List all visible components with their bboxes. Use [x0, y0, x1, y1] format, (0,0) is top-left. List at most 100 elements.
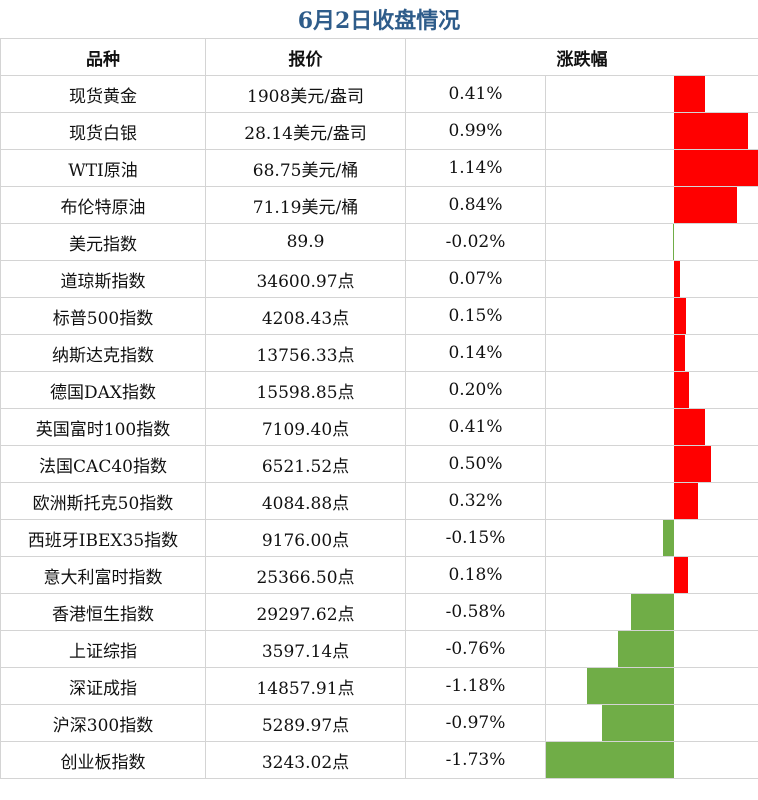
change-bar: [663, 520, 675, 556]
table-row: 香港恒生指数 29297.62点 -0.58%: [0, 593, 758, 631]
change-bar: [674, 372, 690, 408]
header-price: 报价: [205, 38, 406, 76]
row-price: 7109.40点: [205, 408, 406, 446]
page-title: 6月2日收盘情况: [297, 8, 461, 34]
table-row: 现货白银 28.14美元/盎司 0.99%: [0, 112, 758, 150]
row-change: 0.41%: [405, 75, 546, 113]
row-price: 28.14美元/盎司: [205, 112, 406, 150]
row-name: 深证成指: [0, 667, 206, 705]
table-row: 沪深300指数 5289.97点 -0.97%: [0, 704, 758, 742]
row-change: -1.18%: [405, 667, 546, 705]
row-price: 13756.33点: [205, 334, 406, 372]
header-row: 品种 报价 涨跌幅: [0, 38, 758, 76]
row-name: 意大利富时指数: [0, 556, 206, 594]
change-bar: [674, 113, 748, 149]
header-name: 品种: [0, 38, 206, 76]
row-name: 法国CAC40指数: [0, 445, 206, 483]
row-price: 1908美元/盎司: [205, 75, 406, 113]
row-price: 34600.97点: [205, 260, 406, 298]
change-bar-cell: [545, 408, 758, 446]
row-name: 道琼斯指数: [0, 260, 206, 298]
row-name: 上证综指: [0, 630, 206, 668]
row-price: 3597.14点: [205, 630, 406, 668]
row-price: 9176.00点: [205, 519, 406, 557]
quote-table: 品种 报价 涨跌幅 现货黄金 1908美元/盎司 0.41% 现货白银 28.14美元/…: [0, 38, 758, 779]
row-change: 0.15%: [405, 297, 546, 335]
row-price: 5289.97点: [205, 704, 406, 742]
row-change: -1.73%: [405, 741, 546, 779]
change-bar-cell: [545, 741, 758, 779]
change-bar-cell: [545, 593, 758, 631]
change-bar: [674, 483, 699, 519]
change-bar-cell: [545, 297, 758, 335]
row-price: 29297.62点: [205, 593, 406, 631]
row-change: 0.07%: [405, 260, 546, 298]
row-name: 创业板指数: [0, 741, 206, 779]
change-bar: [674, 335, 685, 371]
row-price: 68.75美元/桶: [205, 149, 406, 187]
change-bar: [617, 631, 675, 667]
table-row: 美元指数 89.9 -0.02%: [0, 223, 758, 261]
row-change: -0.15%: [405, 519, 546, 557]
change-bar-cell: [545, 445, 758, 483]
row-name: 欧洲斯托克50指数: [0, 482, 206, 520]
change-bar-cell: [545, 519, 758, 557]
row-change: 0.41%: [405, 408, 546, 446]
row-change: 0.99%: [405, 112, 546, 150]
change-bar: [674, 187, 737, 223]
row-price: 4208.43点: [205, 297, 406, 335]
change-bar: [674, 150, 758, 186]
row-name: 英国富时100指数: [0, 408, 206, 446]
change-bar: [674, 409, 705, 445]
change-bar: [674, 76, 705, 112]
row-name: 香港恒生指数: [0, 593, 206, 631]
row-name: 布伦特原油: [0, 186, 206, 224]
change-bar-cell: [545, 186, 758, 224]
change-bar-cell: [545, 260, 758, 298]
change-bar-cell: [545, 223, 758, 261]
row-change: -0.02%: [405, 223, 546, 261]
table-row: 创业板指数 3243.02点 -1.73%: [0, 741, 758, 779]
table-row: 上证综指 3597.14点 -0.76%: [0, 630, 758, 668]
row-change: 1.14%: [405, 149, 546, 187]
row-name: 纳斯达克指数: [0, 334, 206, 372]
change-bar-cell: [545, 75, 758, 113]
row-change: 0.32%: [405, 482, 546, 520]
row-price: 71.19美元/桶: [205, 186, 406, 224]
change-bar: [602, 705, 675, 741]
row-change: 0.84%: [405, 186, 546, 224]
change-bar-cell: [545, 112, 758, 150]
row-price: 89.9: [205, 223, 406, 261]
table-row: 深证成指 14857.91点 -1.18%: [0, 667, 758, 705]
row-price: 6521.52点: [205, 445, 406, 483]
row-price: 14857.91点: [205, 667, 406, 705]
row-change: 0.18%: [405, 556, 546, 594]
change-bar: [674, 446, 712, 482]
change-bar: [546, 742, 675, 778]
row-name: 现货白银: [0, 112, 206, 150]
row-price: 4084.88点: [205, 482, 406, 520]
table-row: 现货黄金 1908美元/盎司 0.41%: [0, 75, 758, 113]
row-price: 3243.02点: [205, 741, 406, 779]
table-body: 现货黄金 1908美元/盎司 0.41% 现货白银 28.14美元/盎司 0.99% WTI…: [0, 75, 758, 779]
row-name: 现货黄金: [0, 75, 206, 113]
table-row: 意大利富时指数 25366.50点 0.18%: [0, 556, 758, 594]
change-bar-cell: [545, 334, 758, 372]
change-bar: [674, 557, 688, 593]
change-bar: [674, 261, 680, 297]
header-change: 涨跌幅: [405, 38, 758, 76]
table-row: 德国DAX指数 15598.85点 0.20%: [0, 371, 758, 409]
table-row: 布伦特原油 71.19美元/桶 0.84%: [0, 186, 758, 224]
change-bar-cell: [545, 482, 758, 520]
row-change: -0.58%: [405, 593, 546, 631]
change-bar: [674, 298, 686, 334]
row-name: 美元指数: [0, 223, 206, 261]
table-row: WTI原油 68.75美元/桶 1.14%: [0, 149, 758, 187]
change-bar-cell: [545, 149, 758, 187]
row-name: 标普500指数: [0, 297, 206, 335]
change-bar-cell: [545, 556, 758, 594]
table-row: 标普500指数 4208.43点 0.15%: [0, 297, 758, 335]
row-change: 0.50%: [405, 445, 546, 483]
row-name: 西班牙IBEX35指数: [0, 519, 206, 557]
row-change: 0.20%: [405, 371, 546, 409]
